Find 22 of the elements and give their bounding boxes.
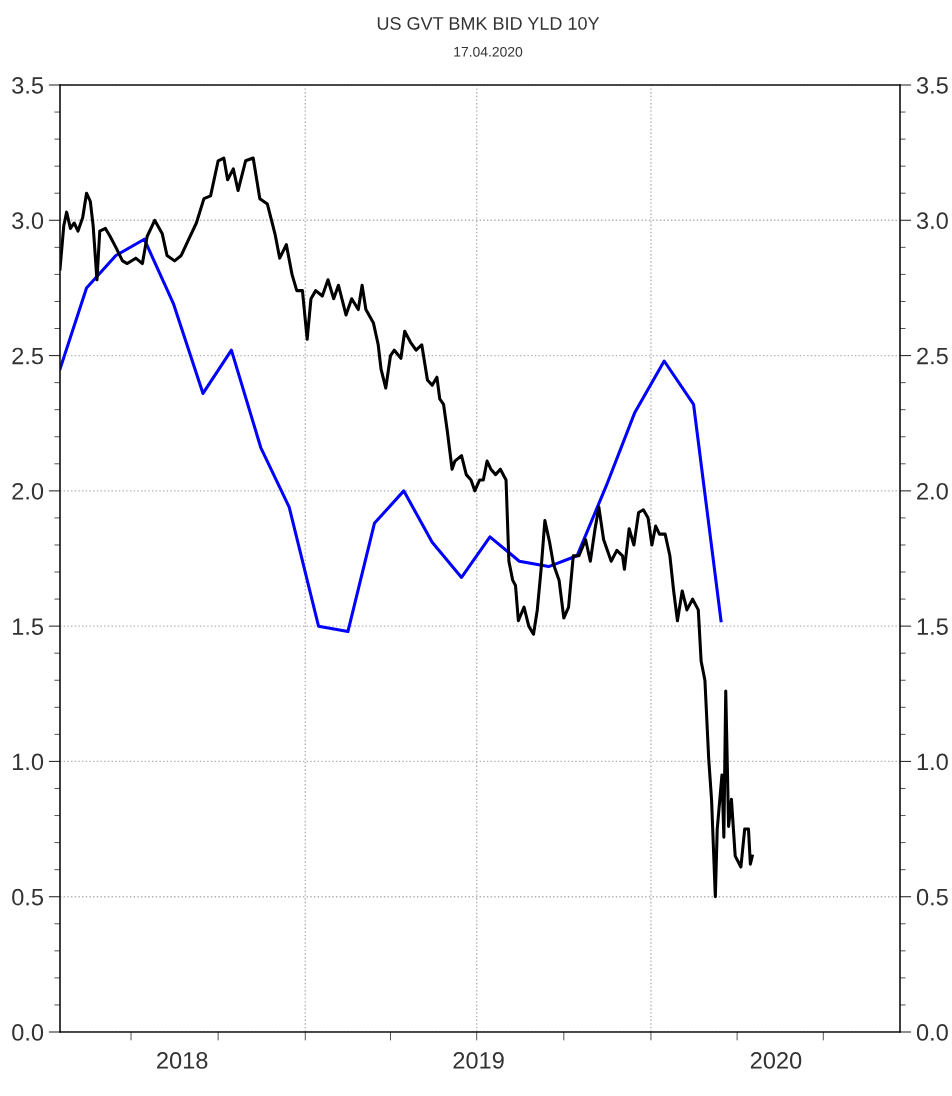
y-tick-label: 0.0 xyxy=(12,1024,44,1041)
y-tick-label: 3.0 xyxy=(12,212,44,230)
y2-tick-label: 0.0 xyxy=(916,1024,948,1041)
y2-tick-label: 0.5 xyxy=(916,888,948,906)
y2-tick-label: 2.5 xyxy=(917,347,948,365)
y2-tick-label: 1.5 xyxy=(917,618,948,635)
x-tick-label: 2020 xyxy=(750,1052,802,1069)
y2-tick-label: 2.0 xyxy=(917,482,948,500)
y-tick-label: 3.5 xyxy=(12,77,44,94)
y-tick-label: 2.5 xyxy=(12,347,44,365)
y-tick-label: 2.0 xyxy=(12,482,44,500)
y-tick-label: 1.5 xyxy=(13,618,44,635)
y2-tick-label: 1.0 xyxy=(917,753,948,771)
y2-tick-label: 3.0 xyxy=(916,212,948,230)
chart-subtitle: 17.04.2020 xyxy=(454,46,523,57)
y-tick-label: 0.5 xyxy=(12,888,44,906)
y2-tick-label: 3.5 xyxy=(916,77,948,94)
line-series xyxy=(60,237,723,634)
x-tick-label: 2019 xyxy=(453,1052,504,1069)
chart-title: US GVT BMK BID YLD 10Y xyxy=(377,17,600,30)
y-tick-label: 1.0 xyxy=(13,753,44,771)
x-tick-label: 2018 xyxy=(157,1052,208,1069)
